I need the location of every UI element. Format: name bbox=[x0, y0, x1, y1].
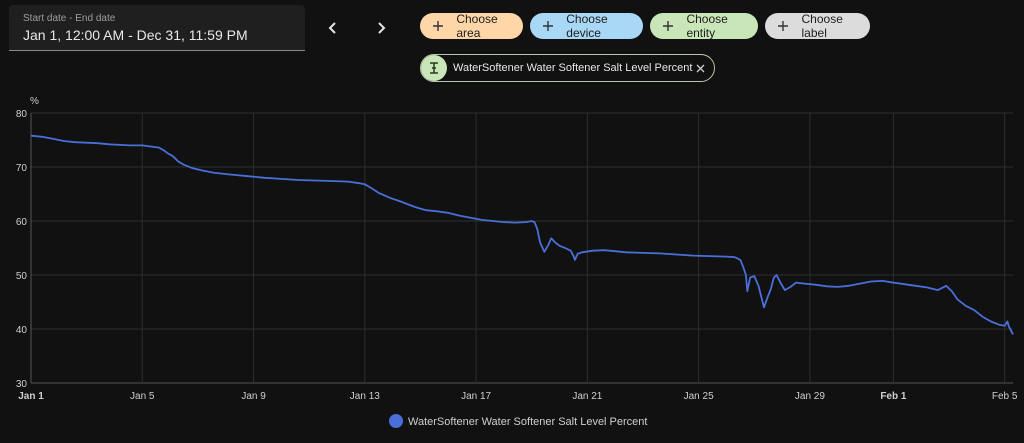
choose-entity-chip[interactable]: Choose entity bbox=[650, 12, 758, 40]
choose-label-label: Choose label bbox=[801, 12, 843, 40]
selected-entity-chip[interactable]: WaterSoftener Water Softener Salt Level … bbox=[420, 54, 715, 82]
date-range-picker[interactable]: Start date - End date Jan 1, 12:00 AM - … bbox=[9, 5, 305, 51]
plus-icon bbox=[537, 20, 558, 32]
close-icon bbox=[696, 64, 704, 72]
x-tick-label: Feb 1 bbox=[880, 391, 907, 402]
legend-swatch bbox=[389, 414, 403, 428]
choose-entity-label: Choose entity bbox=[686, 12, 728, 40]
x-tick-label: Jan 5 bbox=[130, 391, 155, 402]
x-tick-label: Jan 9 bbox=[241, 391, 266, 402]
x-tick-label: Feb 5 bbox=[992, 391, 1018, 402]
plus-icon bbox=[657, 20, 678, 32]
y-tick-label: 50 bbox=[16, 271, 28, 282]
legend-label: WaterSoftener Water Softener Salt Level … bbox=[408, 416, 647, 428]
x-tick-label: Jan 13 bbox=[350, 391, 380, 402]
sensor-icon bbox=[421, 55, 447, 81]
choose-area-label: Choose area bbox=[456, 12, 498, 40]
date-range-caption: Start date - End date bbox=[23, 13, 116, 24]
x-tick-label: Jan 17 bbox=[461, 391, 491, 402]
plus-icon bbox=[427, 20, 448, 32]
y-tick-label: 40 bbox=[16, 325, 28, 336]
next-period-button[interactable] bbox=[366, 13, 396, 43]
y-axis-label: % bbox=[30, 96, 39, 107]
previous-period-button[interactable] bbox=[318, 13, 348, 43]
x-tick-label: Jan 21 bbox=[572, 391, 602, 402]
choose-device-chip[interactable]: Choose device bbox=[530, 12, 643, 40]
choose-label-chip[interactable]: Choose label bbox=[765, 12, 870, 40]
chevron-left-icon bbox=[328, 22, 336, 34]
remove-entity-button[interactable] bbox=[692, 60, 708, 76]
chevron-right-icon bbox=[378, 22, 386, 34]
series-line bbox=[30, 134, 1014, 335]
x-tick-label: Jan 29 bbox=[795, 391, 825, 402]
choose-area-chip[interactable]: Choose area bbox=[420, 12, 523, 40]
date-range-value: Jan 1, 12:00 AM - Dec 31, 11:59 PM bbox=[23, 27, 248, 43]
y-tick-label: 60 bbox=[16, 217, 28, 228]
x-tick-label: Jan 25 bbox=[684, 391, 714, 402]
plus-icon bbox=[772, 20, 794, 32]
selected-entity-label: WaterSoftener Water Softener Salt Level … bbox=[453, 62, 693, 74]
y-tick-label: 70 bbox=[16, 163, 28, 174]
y-tick-label: 80 bbox=[16, 109, 28, 120]
y-tick-label: 30 bbox=[16, 379, 28, 390]
chart-legend: WaterSoftener Water Softener Salt Level … bbox=[389, 414, 647, 428]
x-tick-label: Jan 1 bbox=[18, 391, 44, 402]
choose-device-label: Choose device bbox=[566, 12, 608, 40]
